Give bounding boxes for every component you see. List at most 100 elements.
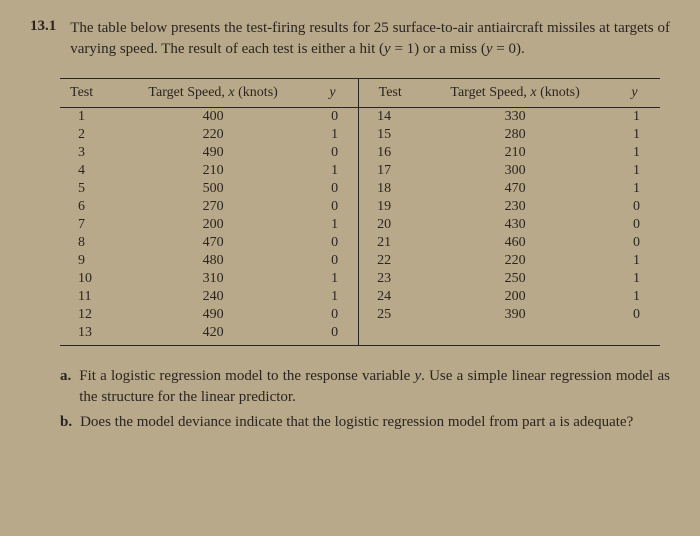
cell-test2: 23: [359, 270, 418, 288]
cell-test: 3: [60, 144, 115, 162]
cell-test: 9: [60, 252, 115, 270]
cell-speed: 490: [115, 144, 311, 162]
table-row: 6 270 0 19 230 0: [60, 198, 660, 216]
cell-speed2: 220: [417, 252, 613, 270]
cell-y: 1: [311, 288, 359, 306]
problem-header: 13.1 The table below presents the test-f…: [30, 18, 670, 60]
table-row: 10 310 1 23 250 1: [60, 270, 660, 288]
cell-y2: 1: [613, 126, 660, 144]
cell-y2: 1: [613, 144, 660, 162]
cell-y2: 0: [613, 198, 660, 216]
table-row: 9 480 0 22 220 1: [60, 252, 660, 270]
cell-speed2: 390: [417, 306, 613, 324]
cell-y: 0: [311, 324, 359, 346]
cell-speed2: 330: [417, 108, 613, 127]
cell-speed: 310: [115, 270, 311, 288]
cell-test2: 17: [359, 162, 418, 180]
header-speed: Target Speed, x (knots): [115, 79, 311, 108]
cell-y: 1: [311, 162, 359, 180]
cell-test2: 22: [359, 252, 418, 270]
cell-y2: 1: [613, 108, 660, 127]
cell-test: 12: [60, 306, 115, 324]
cell-y: 1: [311, 216, 359, 234]
cell-y: 0: [311, 180, 359, 198]
cell-test: 11: [60, 288, 115, 306]
question-a-label: a.: [60, 366, 71, 408]
question-b-text: Does the model deviance indicate that th…: [80, 412, 633, 433]
question-a: a. Fit a logistic regression model to th…: [60, 366, 670, 408]
cell-speed2: 210: [417, 144, 613, 162]
cell-y2: 1: [613, 270, 660, 288]
cell-speed2: [417, 324, 613, 346]
problem-text: The table below presents the test-firing…: [70, 18, 670, 60]
cell-y2: 1: [613, 252, 660, 270]
cell-test2: 21: [359, 234, 418, 252]
header-test: Test: [60, 79, 115, 108]
question-b: b. Does the model deviance indicate that…: [60, 412, 670, 433]
cell-test2: 19: [359, 198, 418, 216]
cell-speed: 480: [115, 252, 311, 270]
cell-test: 5: [60, 180, 115, 198]
cell-speed: 240: [115, 288, 311, 306]
cell-speed: 490: [115, 306, 311, 324]
table-header-row: Test Target Speed, x (knots) y Test Targ…: [60, 79, 660, 108]
table-body: 1 400 0 14 330 1 2 220 1 15 280 1 3 490 …: [60, 108, 660, 346]
cell-y2: 1: [613, 180, 660, 198]
table-row: 4 210 1 17 300 1: [60, 162, 660, 180]
cell-speed: 470: [115, 234, 311, 252]
cell-y2: 1: [613, 162, 660, 180]
cell-test2: 24: [359, 288, 418, 306]
data-table-container: Test Target Speed, x (knots) y Test Targ…: [60, 78, 660, 346]
cell-y: 0: [311, 234, 359, 252]
cell-y2: 1: [613, 288, 660, 306]
question-a-text: Fit a logistic regression model to the r…: [79, 366, 670, 408]
cell-speed: 210: [115, 162, 311, 180]
cell-test2: 25: [359, 306, 418, 324]
cell-y: 1: [311, 126, 359, 144]
cell-test: 10: [60, 270, 115, 288]
cell-test: 7: [60, 216, 115, 234]
table-row: 5 500 0 18 470 1: [60, 180, 660, 198]
cell-speed: 500: [115, 180, 311, 198]
header-y2: y: [613, 79, 660, 108]
cell-test2: 20: [359, 216, 418, 234]
table-row: 3 490 0 16 210 1: [60, 144, 660, 162]
header-y: y: [311, 79, 359, 108]
problem-number: 13.1: [30, 18, 56, 60]
cell-speed: 220: [115, 126, 311, 144]
table-row: 8 470 0 21 460 0: [60, 234, 660, 252]
cell-y2: 0: [613, 306, 660, 324]
cell-y: 0: [311, 306, 359, 324]
cell-y: 0: [311, 108, 359, 127]
cell-test: 13: [60, 324, 115, 346]
cell-speed: 400: [115, 108, 311, 127]
cell-speed2: 430: [417, 216, 613, 234]
cell-y2: 0: [613, 216, 660, 234]
header-speed2: Target Speed, x (knots): [417, 79, 613, 108]
header-test2: Test: [359, 79, 418, 108]
cell-speed2: 280: [417, 126, 613, 144]
cell-speed2: 250: [417, 270, 613, 288]
cell-test: 8: [60, 234, 115, 252]
cell-test: 1: [60, 108, 115, 127]
table-row: 2 220 1 15 280 1: [60, 126, 660, 144]
table-row: 1 400 0 14 330 1: [60, 108, 660, 127]
questions-list: a. Fit a logistic regression model to th…: [60, 366, 670, 433]
cell-test2: 16: [359, 144, 418, 162]
cell-test2: 15: [359, 126, 418, 144]
cell-test: 6: [60, 198, 115, 216]
cell-y: 0: [311, 252, 359, 270]
question-b-label: b.: [60, 412, 72, 433]
cell-test: 4: [60, 162, 115, 180]
cell-speed: 200: [115, 216, 311, 234]
cell-speed2: 200: [417, 288, 613, 306]
cell-y2: 0: [613, 234, 660, 252]
cell-y: 0: [311, 198, 359, 216]
cell-speed2: 300: [417, 162, 613, 180]
cell-y: 1: [311, 270, 359, 288]
cell-y2: [613, 324, 660, 346]
table-row: 11 240 1 24 200 1: [60, 288, 660, 306]
cell-speed2: 230: [417, 198, 613, 216]
cell-speed2: 460: [417, 234, 613, 252]
table-row: 13 420 0: [60, 324, 660, 346]
